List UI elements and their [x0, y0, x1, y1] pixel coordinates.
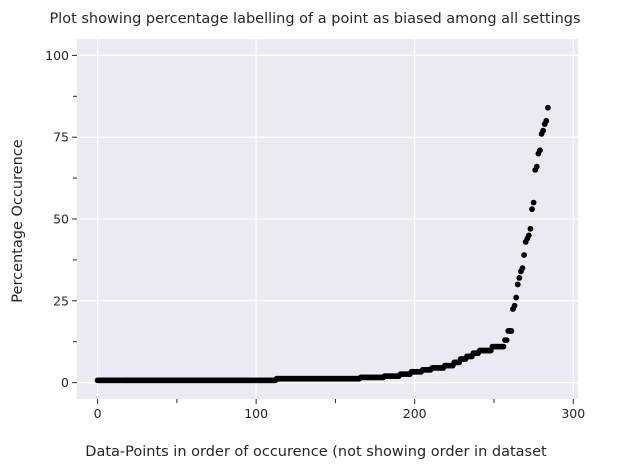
data-point: [529, 206, 535, 213]
data-point: [533, 163, 540, 170]
data-point: [530, 199, 537, 206]
data-point: [544, 104, 551, 111]
data-point: [543, 117, 550, 124]
x-axis-label: Data-Points in order of occurence (not s…: [85, 444, 547, 460]
y-axis-label: Percentage Occurence: [10, 139, 26, 302]
chart-title: Plot showing percentage labelling of a p…: [49, 11, 580, 27]
y-tick-label: 25: [53, 293, 69, 308]
data-point: [527, 225, 534, 232]
x-tick-label: 100: [244, 406, 268, 421]
data-point: [525, 232, 532, 239]
data-point: [519, 265, 526, 271]
data-point: [537, 147, 543, 154]
data-point: [540, 127, 547, 134]
y-tick-label: 0: [61, 375, 69, 390]
x-tick-label: 0: [94, 406, 102, 421]
data-point: [503, 337, 510, 343]
y-tick-label: 50: [53, 212, 69, 227]
x-tick-label: 300: [561, 406, 585, 421]
grid-lines: [77, 39, 578, 399]
axis-ticks: 0 100 200 300 0 25 50 75 100: [45, 48, 585, 421]
x-tick-label: 200: [403, 406, 427, 421]
data-point: [513, 294, 520, 301]
data-point: [521, 252, 527, 258]
data-points: [94, 104, 551, 384]
y-tick-label: 100: [45, 48, 69, 63]
data-point: [500, 343, 507, 350]
y-tick-label: 75: [53, 130, 69, 145]
data-point: [511, 302, 518, 309]
data-point: [514, 281, 521, 288]
data-point: [516, 275, 523, 281]
data-point: [508, 328, 515, 334]
